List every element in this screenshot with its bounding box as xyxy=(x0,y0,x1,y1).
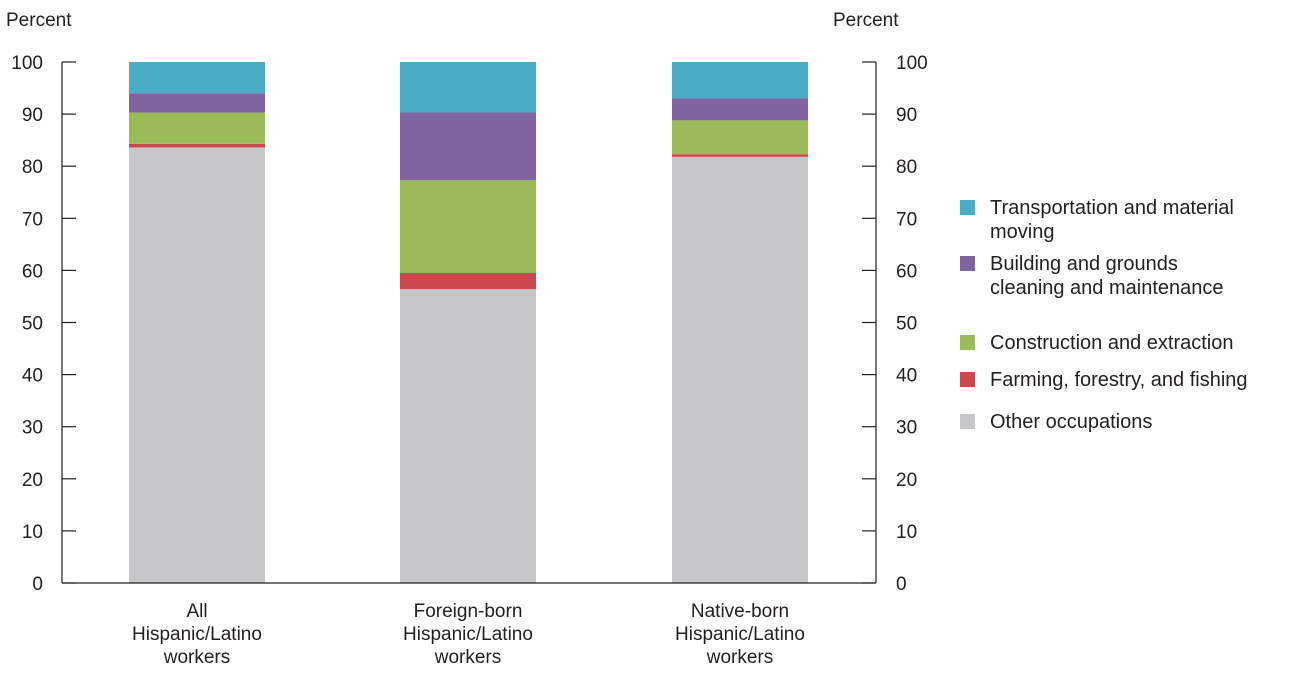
tick-label-left-3: 30 xyxy=(22,418,43,439)
y-axis-title-left: Percent xyxy=(6,10,72,31)
bar-segment-0-3 xyxy=(129,93,265,113)
tick-label-right-2: 20 xyxy=(896,470,917,491)
category-label-0-0: All xyxy=(186,601,207,622)
legend-swatch-2 xyxy=(960,335,975,350)
bar-segment-2-1 xyxy=(672,154,808,157)
tick-label-left-0: 0 xyxy=(32,574,43,595)
tick-label-left-9: 90 xyxy=(22,105,43,126)
category-label-2-1: Hispanic/Latino xyxy=(675,624,805,645)
tick-label-right-10: 100 xyxy=(896,53,928,74)
legend-label-3-0: Farming, forestry, and fishing xyxy=(990,369,1248,391)
y-axis-title-right: Percent xyxy=(833,10,899,31)
bar-segment-1-3 xyxy=(400,112,536,181)
tick-label-left-8: 80 xyxy=(22,157,43,178)
bar-segment-2-0 xyxy=(672,156,808,583)
tick-label-left-5: 50 xyxy=(22,314,43,335)
category-label-0-1: Hispanic/Latino xyxy=(132,624,262,645)
category-label-2-2: workers xyxy=(706,647,774,668)
legend-label-0-0: Transportation and material xyxy=(990,197,1234,219)
category-label-1-2: workers xyxy=(434,647,502,668)
tick-labels-group: 0 0 10 10 20 20 30 30 40 40 50 50 60 60 70 70 80 80 90 90 10… xyxy=(11,53,927,595)
tick-label-left-4: 40 xyxy=(22,366,43,387)
legend-label-2-0: Construction and extraction xyxy=(990,332,1233,354)
tick-label-right-0: 0 xyxy=(896,574,907,595)
tick-label-left-6: 60 xyxy=(22,261,43,282)
category-labels-group: AllHispanic/LatinoworkersForeign-bornHis… xyxy=(132,601,805,668)
bar-segment-2-2 xyxy=(672,120,808,155)
bar-segment-2-3 xyxy=(672,98,808,121)
axes-group xyxy=(61,61,877,584)
tick-label-right-9: 90 xyxy=(896,105,917,126)
category-label-1-0: Foreign-born xyxy=(414,601,523,622)
category-label-0-2: workers xyxy=(163,647,231,668)
legend-swatch-0 xyxy=(960,200,975,215)
tick-label-right-6: 60 xyxy=(896,261,917,282)
bar-segment-0-2 xyxy=(129,112,265,144)
legend-label-4-0: Other occupations xyxy=(990,411,1152,433)
tick-label-right-8: 80 xyxy=(896,157,917,178)
legend-swatch-3 xyxy=(960,372,975,387)
bar-segment-0-4 xyxy=(129,62,265,94)
tick-label-left-7: 70 xyxy=(22,209,43,230)
bar-segment-0-1 xyxy=(129,143,265,148)
legend-swatch-1 xyxy=(960,256,975,271)
bar-segment-1-2 xyxy=(400,180,536,274)
bar-segment-2-4 xyxy=(672,62,808,99)
tick-label-right-5: 50 xyxy=(896,314,917,335)
bar-segment-1-0 xyxy=(400,289,536,583)
tick-label-right-4: 40 xyxy=(896,366,917,387)
legend-label-0-1: moving xyxy=(990,221,1054,243)
tick-label-left-2: 20 xyxy=(22,470,43,491)
category-label-1-1: Hispanic/Latino xyxy=(403,624,533,645)
tick-label-left-10: 100 xyxy=(11,53,43,74)
bars-group xyxy=(129,62,808,583)
legend-label-1-1: cleaning and maintenance xyxy=(990,277,1224,299)
bar-segment-0-0 xyxy=(129,147,265,583)
legend-swatch-4 xyxy=(960,414,975,429)
tick-label-right-1: 10 xyxy=(896,522,917,543)
legend-label-1-0: Building and grounds xyxy=(990,253,1178,275)
bar-segment-1-4 xyxy=(400,62,536,113)
tick-label-right-7: 70 xyxy=(896,209,917,230)
bar-segment-1-1 xyxy=(400,273,536,290)
category-label-2-0: Native-born xyxy=(691,601,789,622)
tick-label-left-1: 10 xyxy=(22,522,43,543)
tick-label-right-3: 30 xyxy=(896,418,917,439)
